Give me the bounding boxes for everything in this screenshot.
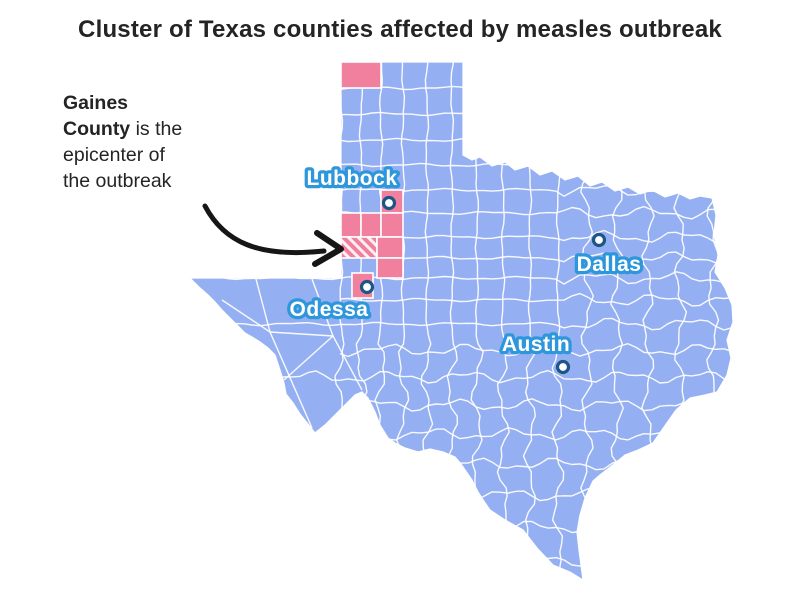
county-border-line bbox=[269, 331, 334, 337]
city-label-austin: Austin bbox=[502, 333, 570, 356]
county-border-line bbox=[339, 343, 733, 358]
texas-state-shape bbox=[188, 61, 734, 582]
county-border-line bbox=[283, 335, 334, 381]
affected-county bbox=[360, 212, 382, 238]
county-border-line bbox=[190, 317, 733, 331]
city-markers-and-labels: Lubbock Dallas Odessa Austin bbox=[286, 164, 644, 375]
affected-county bbox=[380, 212, 404, 238]
city-marker-odessa bbox=[359, 279, 375, 295]
city-label-odessa: Odessa bbox=[290, 298, 369, 321]
annotation-gaines-county: Gaines County is the epicenter of the ou… bbox=[63, 90, 238, 194]
affected-county bbox=[376, 236, 404, 259]
annotation-bold-text: County bbox=[63, 118, 131, 140]
affected-county bbox=[340, 62, 382, 89]
county-border-line bbox=[190, 133, 733, 147]
arrow-head-icon bbox=[312, 230, 344, 267]
annotation-line: Gaines bbox=[63, 90, 238, 116]
annotation-arrow bbox=[202, 203, 344, 267]
annotation-line: County is the bbox=[63, 116, 238, 142]
city-label-dallas: Dallas bbox=[577, 253, 642, 276]
city-marker-lubbock bbox=[381, 195, 397, 211]
affected-county bbox=[376, 257, 404, 279]
annotation-text: is the bbox=[130, 118, 183, 140]
annotation-line: the outbreak bbox=[63, 168, 238, 194]
city-marker-austin bbox=[555, 359, 571, 375]
epicenter-county-gaines bbox=[340, 236, 378, 259]
county-border-line bbox=[190, 552, 733, 567]
affected-county bbox=[340, 212, 362, 238]
county-border-line bbox=[190, 488, 733, 502]
annotation-bold-text: Gaines bbox=[63, 92, 129, 114]
county-border-line bbox=[739, 56, 752, 592]
county-border-line bbox=[190, 81, 733, 95]
annotation-line: epicenter of bbox=[63, 142, 238, 168]
annotation-text: epicenter of bbox=[63, 144, 165, 166]
city-label-lubbock: Lubbock bbox=[307, 167, 398, 190]
page-title: Cluster of Texas counties affected by me… bbox=[78, 16, 722, 43]
city-marker-dallas bbox=[591, 232, 607, 248]
county-border-line bbox=[339, 292, 733, 307]
county-border-line bbox=[190, 107, 733, 121]
county-border-line bbox=[221, 299, 271, 333]
arrow-curve bbox=[202, 203, 327, 256]
annotation-text: the outbreak bbox=[63, 170, 172, 192]
